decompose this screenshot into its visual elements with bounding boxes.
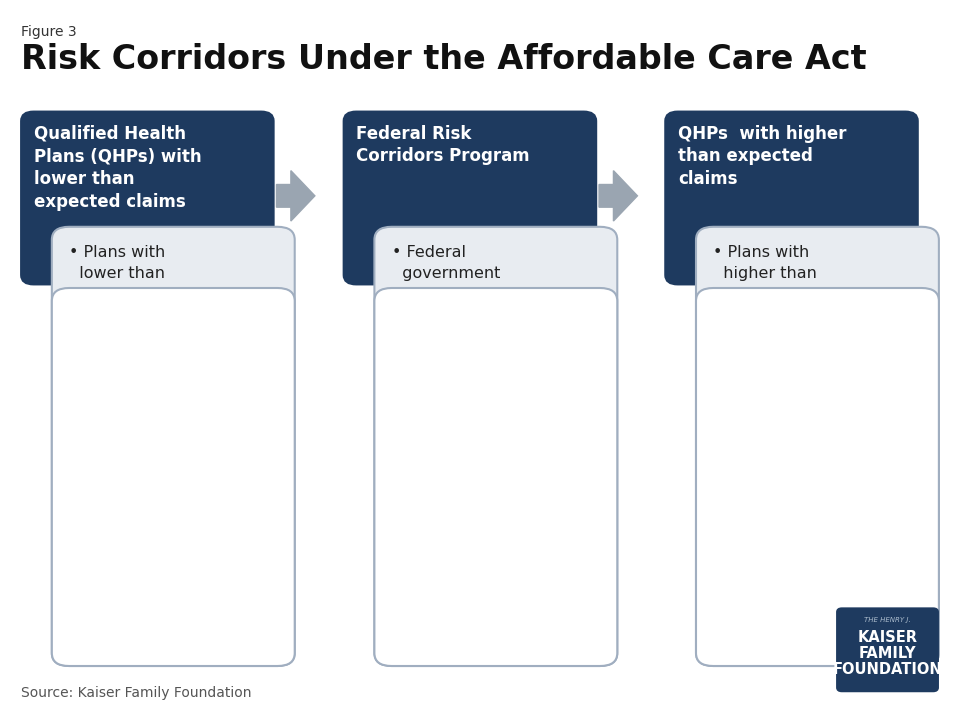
- Text: Qualified Health
Plans (QHPs) with
lower than
expected claims: Qualified Health Plans (QHPs) with lower…: [34, 125, 202, 211]
- FancyArrow shape: [599, 171, 637, 221]
- Text: KAISER
FAMILY
FOUNDATION: KAISER FAMILY FOUNDATION: [832, 630, 943, 678]
- FancyBboxPatch shape: [52, 227, 295, 666]
- FancyBboxPatch shape: [665, 112, 918, 284]
- FancyBboxPatch shape: [837, 608, 938, 691]
- FancyBboxPatch shape: [21, 112, 274, 284]
- Text: • Plans with
  higher than
  expected
  claims (relative
  to premiums,
  admini: • Plans with higher than expected claims…: [713, 245, 847, 407]
- Text: Figure 3: Figure 3: [21, 25, 77, 39]
- Text: QHPs  with higher
than expected
claims: QHPs with higher than expected claims: [678, 125, 847, 189]
- FancyBboxPatch shape: [374, 227, 617, 666]
- FancyBboxPatch shape: [52, 288, 295, 666]
- Text: Risk Corridors Under the Affordable Care Act: Risk Corridors Under the Affordable Care…: [21, 43, 867, 76]
- FancyBboxPatch shape: [696, 227, 939, 666]
- FancyBboxPatch shape: [374, 288, 617, 666]
- FancyBboxPatch shape: [344, 112, 596, 284]
- FancyBboxPatch shape: [696, 288, 939, 666]
- Text: Federal Risk
Corridors Program: Federal Risk Corridors Program: [356, 125, 530, 166]
- FancyArrow shape: [276, 171, 315, 221]
- Text: Source: Kaiser Family Foundation: Source: Kaiser Family Foundation: [21, 686, 252, 700]
- Text: • Federal
  government
  administers the
  risk corridor
  program: • Federal government administers the ris…: [392, 245, 528, 343]
- Text: THE HENRY J.: THE HENRY J.: [864, 617, 911, 623]
- Text: • Plans with
  lower than
  expected
  claims (relative
  to premiums,
  adminis: • Plans with lower than expected claims …: [69, 245, 203, 407]
